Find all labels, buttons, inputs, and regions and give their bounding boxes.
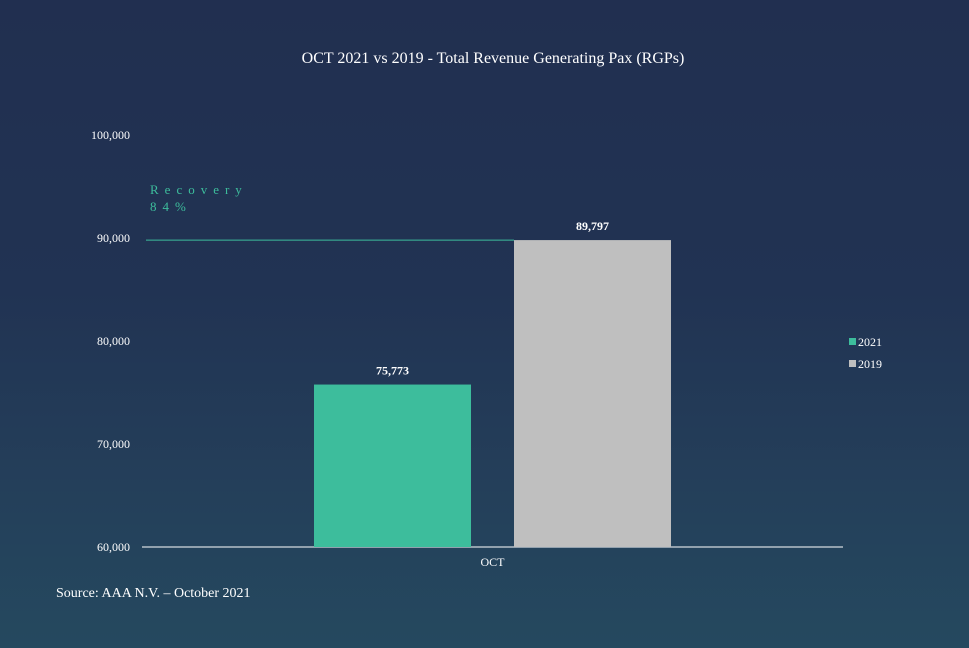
y-axis: 60,000 70,000 80,000 90,000 100,000 [91, 128, 130, 554]
y-tick-label: 60,000 [97, 540, 130, 554]
data-label-2019: 89,797 [576, 219, 609, 233]
legend-label-2019: 2019 [858, 357, 882, 371]
data-label-2021: 75,773 [376, 364, 409, 378]
bars: 75,773 89,797 [314, 219, 671, 548]
legend: 2021 2019 [849, 335, 882, 371]
bar-2021 [314, 384, 471, 547]
recovery-label: Recovery [150, 182, 248, 197]
y-tick-label: 70,000 [97, 437, 130, 451]
recovery-percent: 84% [150, 199, 192, 214]
y-tick-label: 100,000 [91, 128, 130, 142]
y-tick-label: 90,000 [97, 231, 130, 245]
y-tick-label: 80,000 [97, 334, 130, 348]
x-tick-label: OCT [481, 555, 506, 569]
source-note: Source: AAA N.V. – October 2021 [56, 586, 251, 601]
bar-2019 [514, 240, 671, 548]
recovery-annotation: Recovery 84% [146, 182, 514, 241]
legend-swatch-2019 [849, 360, 856, 367]
legend-label-2021: 2021 [858, 335, 882, 349]
x-axis: OCT [481, 555, 506, 569]
chart-title: OCT 2021 vs 2019 - Total Revenue Generat… [302, 50, 685, 67]
legend-swatch-2021 [849, 338, 856, 345]
